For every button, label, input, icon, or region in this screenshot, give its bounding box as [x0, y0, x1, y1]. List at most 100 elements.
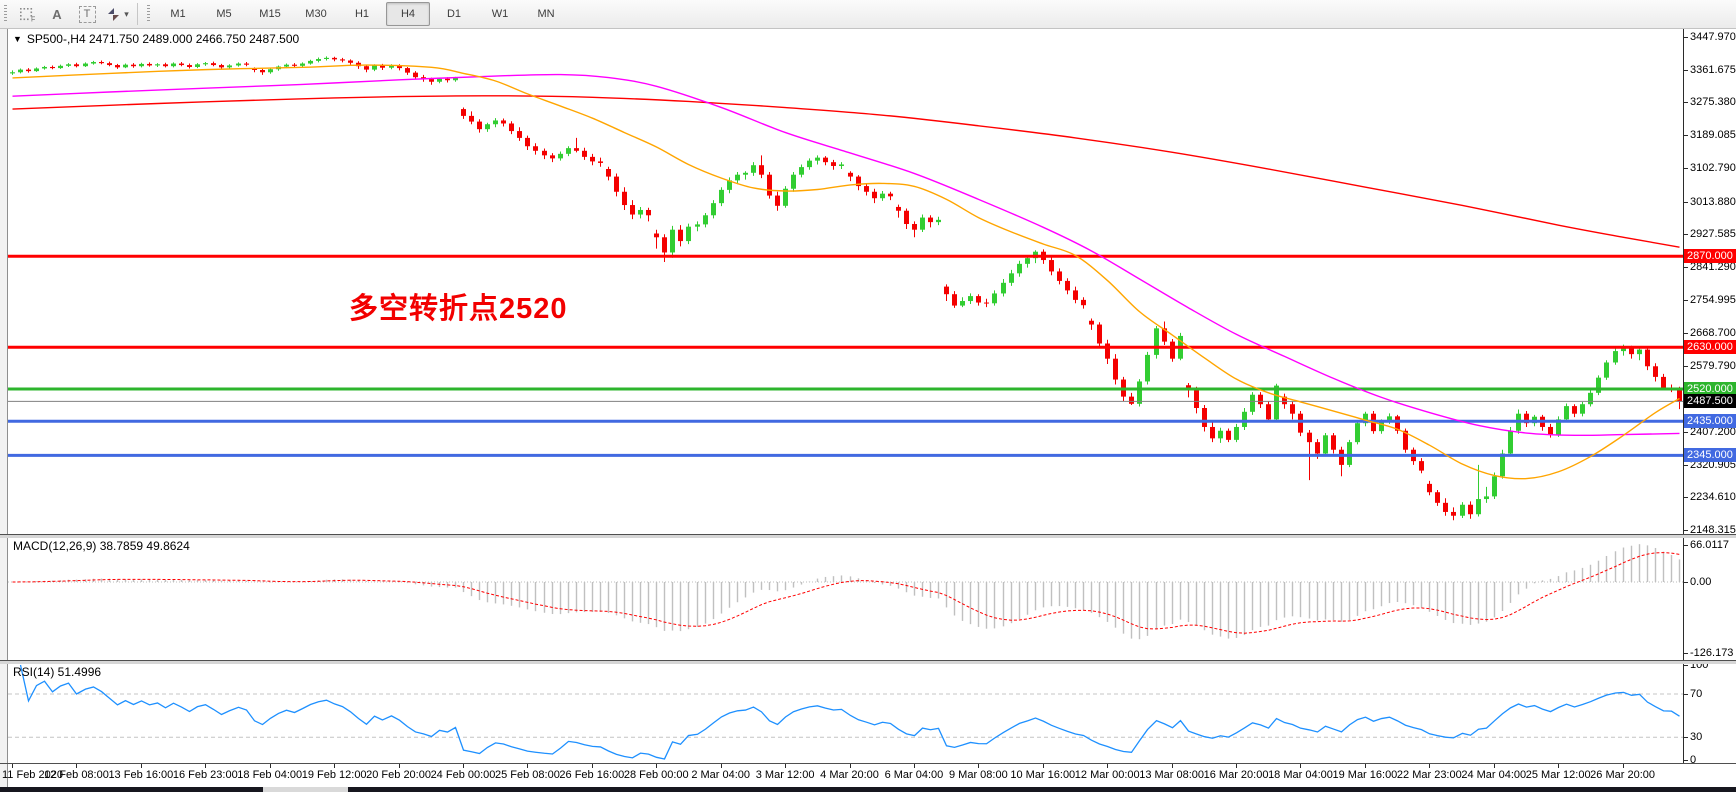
- candle-body: [227, 65, 232, 68]
- time-axis-label: 28 Feb 00:00: [623, 769, 689, 781]
- price-axis-label: 2148.315: [1690, 524, 1736, 537]
- candle-body: [42, 66, 47, 69]
- candle-body: [646, 209, 651, 216]
- candle-body: [888, 193, 893, 197]
- price-axis-tick: [1683, 102, 1688, 104]
- candle-body: [1347, 442, 1352, 465]
- time-axis-tick: [140, 763, 142, 768]
- candle-body: [99, 62, 104, 64]
- candle-body: [163, 64, 168, 67]
- price-axis-label: 3189.085: [1690, 129, 1736, 142]
- timeframe-button-m15[interactable]: M15: [259, 8, 281, 20]
- candle-body: [1403, 430, 1408, 450]
- candle-body: [791, 174, 796, 189]
- time-axis-tick: [656, 763, 658, 768]
- candle-body: [1435, 492, 1440, 503]
- candle-body: [703, 215, 708, 225]
- price-axis-label: 2668.700: [1690, 326, 1736, 339]
- toolbar-separator: [137, 3, 138, 25]
- candle-body: [195, 64, 200, 67]
- timeframe-button-m5[interactable]: M5: [216, 8, 232, 20]
- candle-body: [485, 124, 490, 130]
- candle-body: [380, 65, 385, 68]
- price-axis-label: 3361.675: [1690, 63, 1736, 76]
- macd-rsi-splitter[interactable]: [0, 660, 1736, 664]
- candle-body: [332, 57, 337, 60]
- timeframe-button-m30[interactable]: M30: [305, 8, 327, 20]
- rsi-axis-tick: [1683, 665, 1688, 666]
- timeframe-button-d1[interactable]: D1: [446, 8, 462, 20]
- time-axis-tick: [76, 763, 78, 768]
- macd-signal-line: [12, 552, 1680, 634]
- candle-body: [1105, 343, 1110, 359]
- rsi-indicator-label: RSI(14) 51.4996: [13, 665, 102, 679]
- candle-body: [179, 63, 184, 66]
- candle-body: [614, 176, 619, 192]
- candle-body: [759, 165, 764, 175]
- candle-body: [1001, 282, 1006, 294]
- main-macd-splitter[interactable]: [0, 534, 1736, 538]
- candle-body: [292, 64, 297, 66]
- candle-body: [1290, 404, 1295, 414]
- time-axis-label: 12 Mar 00:00: [1074, 769, 1140, 781]
- candle-body: [542, 150, 547, 156]
- timeframe-button-w1[interactable]: W1: [491, 8, 509, 20]
- candle-body: [711, 203, 716, 216]
- chart-dropdown-icon[interactable]: ▼: [13, 34, 22, 44]
- price-tag-2345.000: 2345.000: [1684, 448, 1736, 463]
- candle-body: [880, 193, 885, 199]
- time-axis-label: 3 Mar 12:00: [755, 769, 815, 781]
- timeframe-toolbar: M1 M5 M15 M30 H1 H4 D1 W1 MN: [155, 2, 569, 26]
- time-axis-label: 24 Feb 00:00: [430, 769, 496, 781]
- time-axis-tick: [720, 763, 722, 768]
- toolbar-drag-handle[interactable]: [4, 5, 7, 23]
- time-axis-tick: [1622, 763, 1624, 768]
- candle-body: [83, 63, 88, 67]
- timeframe-button-m1[interactable]: M1: [170, 8, 186, 20]
- timeframe-button-h1[interactable]: H1: [354, 8, 370, 20]
- candle-body: [139, 63, 144, 67]
- price-axis-tick: [1683, 431, 1688, 433]
- candle-body: [372, 65, 377, 70]
- time-axis-label: 12 Feb 08:00: [44, 769, 109, 781]
- dotted-grid-f-icon[interactable]: F: [13, 2, 41, 26]
- candle-body: [864, 186, 869, 192]
- chart-left-frame: [0, 28, 8, 792]
- candle-body: [91, 62, 96, 64]
- dropdown-caret-icon[interactable]: ▾: [124, 8, 129, 19]
- candle-body: [219, 65, 224, 68]
- candle-body: [1307, 432, 1312, 443]
- text-box-icon[interactable]: T: [73, 2, 101, 26]
- moving-averages-layer: [12, 64, 1680, 480]
- text-label-icon[interactable]: A: [43, 2, 71, 26]
- candle-body: [477, 121, 482, 130]
- arrows-style-icon[interactable]: ▾: [103, 2, 131, 26]
- timeframe-drag-handle[interactable]: [147, 5, 150, 23]
- candle-body: [1009, 273, 1014, 283]
- candle-body: [364, 66, 369, 70]
- candle-body: [533, 146, 538, 151]
- candle-body: [920, 217, 925, 230]
- candle-body: [992, 293, 997, 304]
- timeframe-button-mn[interactable]: MN: [537, 8, 555, 20]
- chart-text-annotation[interactable]: 多空转折点2520: [349, 293, 568, 325]
- time-axis-label: 13 Mar 08:00: [1139, 769, 1205, 781]
- candle-body: [187, 65, 192, 67]
- candle-body: [1621, 348, 1626, 352]
- candle-body: [1258, 394, 1263, 405]
- candle-body: [831, 162, 836, 166]
- candle-body: [461, 109, 466, 116]
- candle-body: [904, 210, 909, 225]
- candle-body: [300, 63, 305, 66]
- price-axis-label: 2579.790: [1690, 360, 1736, 373]
- candle-body: [1145, 354, 1150, 382]
- candle-body: [1137, 381, 1142, 404]
- candle-body: [1194, 389, 1199, 409]
- candle-body: [1379, 421, 1384, 432]
- candle-body: [203, 63, 208, 65]
- candle-body: [558, 153, 563, 159]
- time-axis-tick: [1236, 763, 1238, 768]
- timeframe-button-h4[interactable]: H4: [386, 2, 430, 26]
